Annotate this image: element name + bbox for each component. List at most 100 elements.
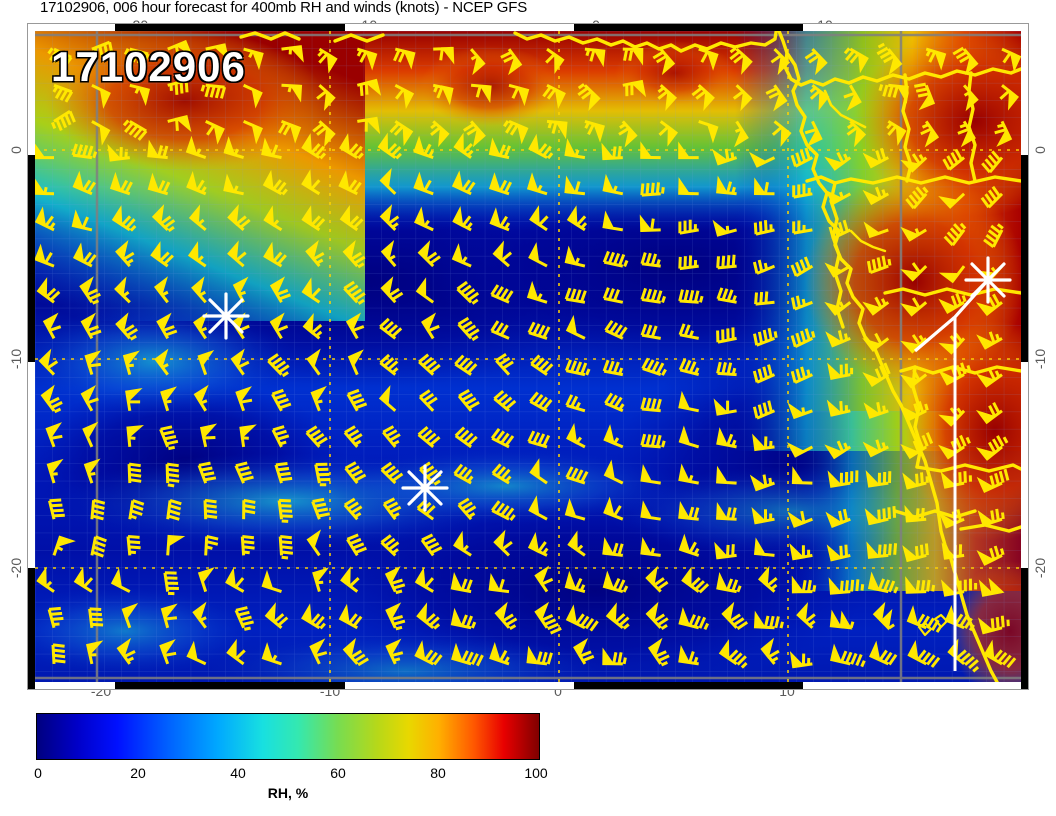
wind-barb bbox=[52, 83, 74, 103]
wind-barb bbox=[564, 570, 586, 594]
ruler-segment bbox=[28, 568, 35, 689]
wind-barb bbox=[749, 151, 776, 168]
wind-barb bbox=[492, 240, 513, 268]
wind-barb bbox=[82, 421, 99, 448]
wind-barb bbox=[123, 47, 150, 66]
wind-barb bbox=[602, 647, 627, 666]
wind-barb bbox=[906, 605, 942, 633]
wind-barb bbox=[79, 276, 101, 305]
wind-barb bbox=[789, 543, 813, 561]
wind-barb bbox=[35, 206, 56, 232]
wind-barb bbox=[493, 529, 513, 557]
wind-barb bbox=[126, 535, 141, 556]
wind-barb bbox=[163, 571, 179, 596]
wind-barb bbox=[622, 79, 647, 98]
wind-barb bbox=[489, 642, 510, 666]
wind-barb bbox=[418, 353, 441, 376]
wind-barb bbox=[80, 385, 99, 412]
wind-barb bbox=[197, 349, 215, 376]
wind-barb bbox=[147, 139, 169, 160]
wind-barb bbox=[824, 440, 852, 460]
wind-barb bbox=[150, 241, 174, 268]
colorbar-tick-2: 40 bbox=[230, 765, 246, 781]
wind-barb bbox=[225, 567, 245, 593]
wind-barb bbox=[52, 535, 76, 556]
wind-barb bbox=[147, 172, 171, 196]
wind-barb bbox=[602, 210, 624, 232]
wind-barb bbox=[274, 462, 293, 484]
wind-barb bbox=[938, 407, 966, 427]
wind-barb bbox=[678, 463, 699, 485]
wind-barb bbox=[824, 151, 852, 171]
wind-barb bbox=[914, 82, 936, 111]
wind-barb bbox=[186, 640, 207, 666]
wind-barb bbox=[469, 48, 486, 76]
wind-barb bbox=[790, 256, 814, 278]
wind-barb bbox=[226, 638, 246, 666]
wind-barb bbox=[107, 144, 130, 162]
wind-barb bbox=[493, 389, 517, 412]
wind-barb bbox=[306, 529, 322, 557]
wind-barb bbox=[907, 640, 941, 668]
wind-barb bbox=[734, 120, 749, 148]
wind-barb bbox=[604, 319, 628, 340]
wind-barb bbox=[223, 136, 245, 160]
wind-barb bbox=[564, 245, 586, 268]
storm-marker-2 bbox=[202, 292, 250, 340]
wind-barb bbox=[234, 461, 254, 484]
wind-barb bbox=[975, 368, 1003, 388]
wind-barb bbox=[789, 650, 813, 669]
wind-barb bbox=[645, 565, 669, 593]
wind-barb bbox=[716, 361, 737, 377]
wind-barb bbox=[129, 83, 151, 106]
wind-barb bbox=[416, 602, 441, 630]
wind-barb bbox=[489, 207, 511, 232]
wind-barb bbox=[753, 537, 775, 557]
map-plot-area[interactable]: 17102906 bbox=[27, 23, 1029, 690]
wind-barb bbox=[243, 47, 264, 71]
wind-barb bbox=[495, 353, 514, 376]
wind-barb bbox=[342, 239, 366, 269]
wind-barb bbox=[414, 567, 435, 593]
map-canvas[interactable] bbox=[35, 31, 1021, 682]
wind-barb bbox=[824, 301, 852, 316]
wind-barb bbox=[154, 348, 169, 376]
wind-barb bbox=[534, 565, 554, 593]
wind-barb bbox=[385, 638, 404, 665]
wind-barb bbox=[526, 172, 548, 196]
wind-barb bbox=[240, 535, 255, 556]
wind-barb bbox=[153, 276, 169, 304]
wind-barb bbox=[377, 132, 402, 160]
wind-barb bbox=[602, 173, 624, 196]
wind-barb bbox=[36, 277, 61, 304]
wind-barb bbox=[84, 350, 102, 376]
wind-barb bbox=[640, 397, 662, 413]
wind-barb bbox=[420, 533, 443, 557]
wind-barb bbox=[862, 362, 891, 387]
wind-barb bbox=[491, 500, 516, 522]
wind-barb bbox=[227, 204, 251, 232]
wind-barb bbox=[691, 84, 715, 111]
wind-barb bbox=[867, 571, 899, 594]
wind-barb bbox=[827, 362, 854, 380]
wind-barb bbox=[862, 439, 889, 458]
wind-barb bbox=[309, 638, 328, 665]
wind-barb bbox=[417, 240, 441, 268]
wind-barb bbox=[301, 133, 327, 160]
wind-barb bbox=[754, 291, 775, 306]
wind-barb bbox=[261, 569, 282, 594]
wind-barb bbox=[698, 119, 719, 144]
wind-barb bbox=[413, 171, 434, 196]
wind-barb bbox=[864, 506, 897, 526]
wind-barb bbox=[339, 204, 364, 232]
ruler-segment bbox=[1021, 155, 1028, 362]
y-tick-right-2: -20 bbox=[1032, 557, 1048, 579]
gray-gridlines bbox=[35, 31, 1021, 682]
colorbar-tick-4: 80 bbox=[430, 765, 446, 781]
wind-barb-layer bbox=[35, 39, 1021, 673]
wind-barb bbox=[432, 83, 454, 106]
ruler-segment bbox=[28, 155, 35, 362]
wind-barb bbox=[271, 425, 290, 448]
wind-barb bbox=[46, 458, 64, 484]
page-title: 17102906, 006 hour forecast for 400mb RH… bbox=[40, 0, 528, 16]
